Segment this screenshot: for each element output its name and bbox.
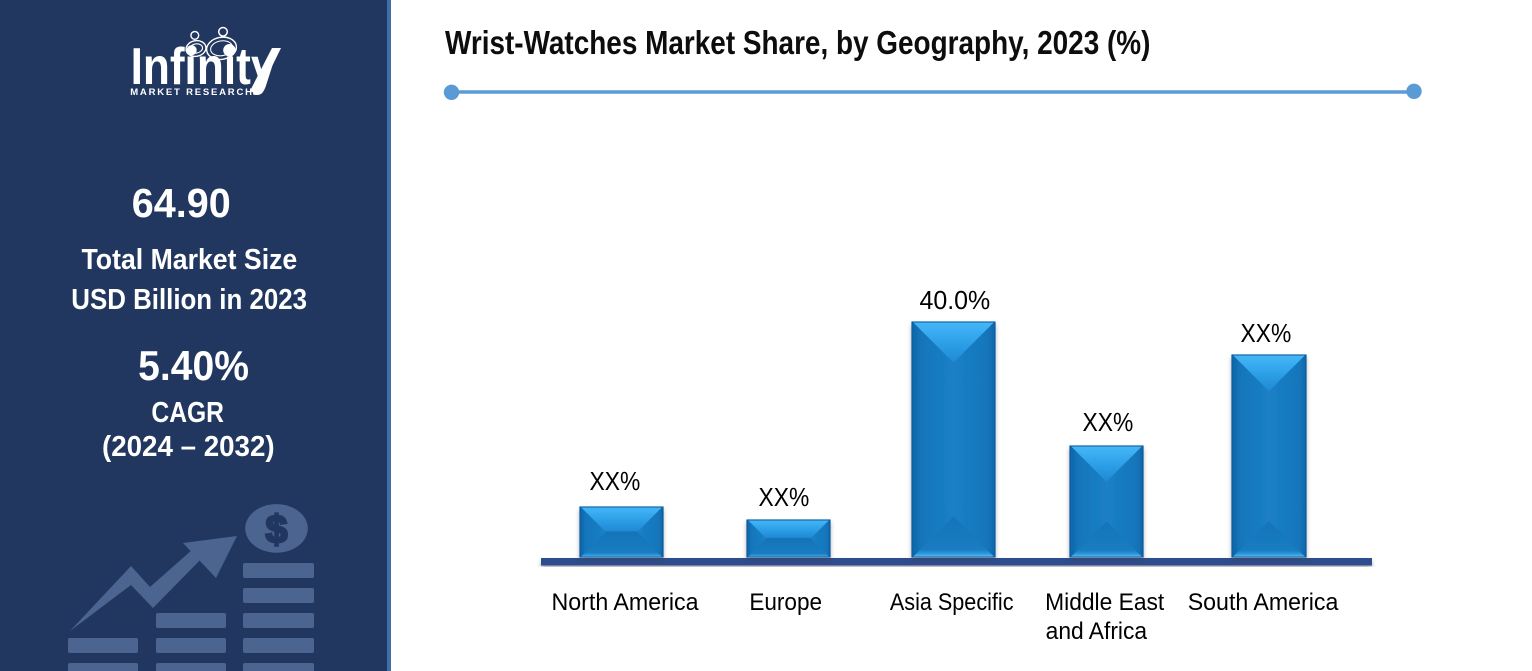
- svg-text:$: $: [266, 509, 288, 552]
- svg-text:Infinity: Infinity: [131, 38, 276, 96]
- svg-text:MARKET RESEARCH: MARKET RESEARCH: [130, 87, 254, 98]
